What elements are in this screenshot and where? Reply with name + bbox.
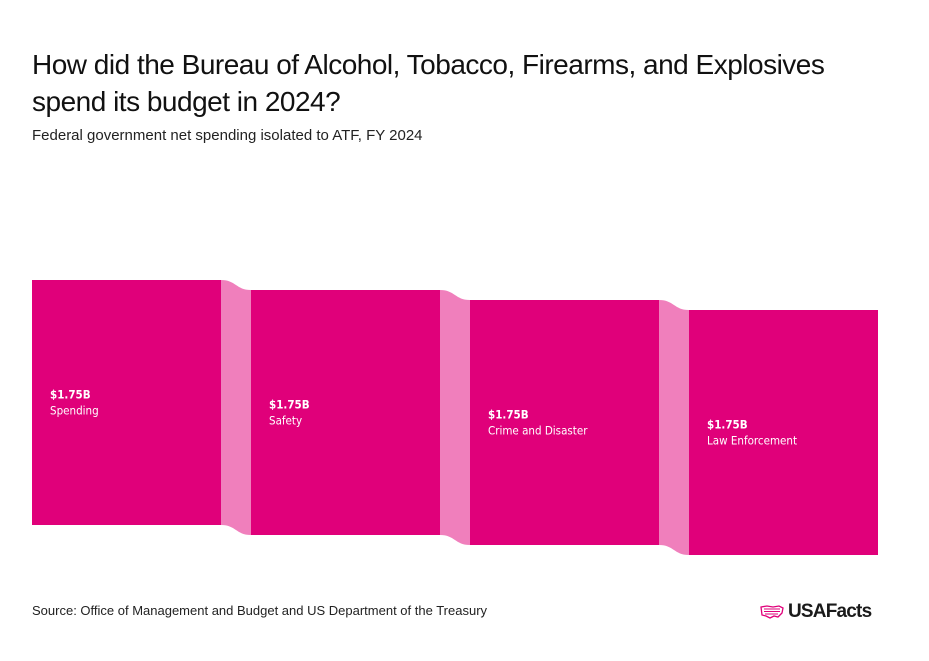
- sankey-node-3[interactable]: [689, 310, 878, 555]
- node-name-label: Law Enforcement: [707, 434, 797, 448]
- source-note: Source: Office of Management and Budget …: [32, 603, 488, 618]
- sankey-node-2[interactable]: [470, 300, 659, 545]
- logo-text: USAFacts: [788, 601, 872, 622]
- node-name-label: Crime and Disaster: [488, 424, 588, 438]
- sankey-link-1: [440, 290, 470, 545]
- node-value-label: $1.75B: [269, 398, 310, 412]
- sankey-node-1[interactable]: [251, 290, 440, 535]
- sankey-link-2: [659, 300, 689, 555]
- us-flag-map-icon: [760, 605, 784, 619]
- node-value-label: $1.75B: [488, 408, 529, 422]
- chart-title: How did the Bureau of Alcohol, Tobacco, …: [32, 49, 825, 117]
- sankey-node-0[interactable]: [32, 280, 221, 525]
- node-value-label: $1.75B: [707, 418, 748, 432]
- sankey-link-0: [221, 280, 251, 535]
- chart-subtitle: Federal government net spending isolated…: [32, 127, 423, 144]
- usafacts-logo[interactable]: USAFacts: [760, 601, 872, 623]
- node-name-label: Safety: [269, 414, 302, 428]
- node-value-label: $1.75B: [50, 388, 91, 402]
- node-name-label: Spending: [50, 404, 99, 418]
